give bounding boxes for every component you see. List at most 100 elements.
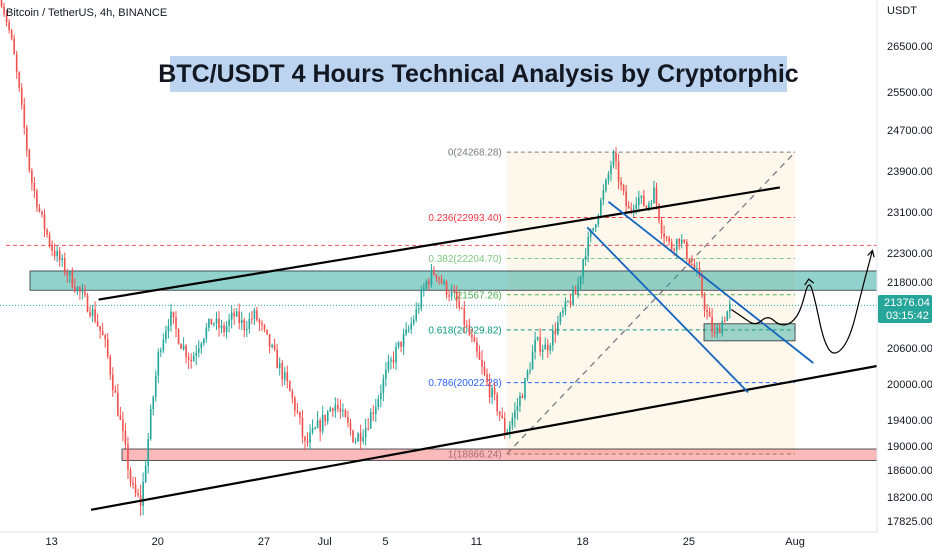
candle-body (402, 334, 405, 347)
candle-body (723, 320, 726, 322)
candle-body (650, 203, 653, 205)
candle-body (521, 395, 524, 399)
candle-body (455, 292, 458, 301)
candle-body (658, 204, 660, 221)
candle-body (101, 330, 104, 336)
candle-body (450, 291, 453, 297)
price-tick-label: 25500.00 (887, 87, 932, 99)
target-box (703, 323, 796, 342)
candle-body (99, 325, 101, 331)
candle-body (36, 190, 38, 208)
price-tick-label: 26500.00 (887, 41, 932, 53)
candle-body (8, 22, 10, 31)
candle-body (491, 388, 493, 398)
candle-body (693, 264, 696, 270)
candle-body (170, 311, 172, 326)
candle-body (347, 417, 349, 423)
current-price-background (878, 295, 932, 323)
candle-body (86, 295, 89, 312)
candle-body (716, 327, 719, 334)
candle-body (256, 310, 258, 321)
projection-arrowhead (804, 278, 815, 286)
candle-body (602, 190, 605, 200)
candle-body (567, 301, 569, 303)
candle-body (483, 366, 486, 375)
price-tick-label: 18200.00 (887, 492, 932, 504)
candle-body (205, 327, 208, 339)
candle-body (417, 308, 420, 310)
blue-channel-lower[interactable] (586, 226, 749, 394)
candle-body (407, 329, 410, 331)
candle-body (660, 220, 663, 234)
candle-body (281, 363, 284, 380)
candle-body (359, 433, 362, 442)
candle-body (71, 271, 74, 288)
candle-body (481, 359, 483, 367)
candle-body (405, 329, 407, 335)
candle-body (213, 323, 215, 325)
candle-body (89, 311, 91, 316)
candle-body (58, 251, 61, 261)
title-banner: BTC/USDT 4 Hours Technical Analysis by C… (158, 56, 799, 92)
candle-body (564, 301, 567, 311)
price-axis[interactable]: USDT 26500.00 25500.00 24700.00 23900.00 231… (876, 0, 932, 550)
candle-body (13, 38, 15, 55)
candle-body (76, 287, 79, 292)
candle-body (607, 174, 610, 180)
candle-body (33, 182, 36, 191)
upper-channel-line[interactable] (98, 186, 781, 301)
blue-channel-upper[interactable] (607, 201, 814, 364)
candle-body (445, 281, 448, 296)
candle-body (190, 359, 193, 362)
candle-body (243, 319, 246, 331)
candle-body (395, 346, 397, 363)
fib-level-label: 0(24268.28) (448, 148, 502, 159)
time-tick-label: 11 (471, 536, 482, 548)
candle-body (324, 414, 327, 422)
candle-body (397, 341, 400, 347)
candle-body (466, 324, 468, 326)
candle-body (276, 349, 278, 369)
candle-body (261, 323, 263, 326)
candle-body (104, 335, 107, 340)
candle-body (114, 390, 117, 393)
candle-body (306, 440, 309, 443)
candle-body (28, 149, 31, 171)
candle-body (248, 318, 251, 330)
candle-body (344, 410, 347, 417)
candle-body (541, 349, 544, 352)
candle-body (134, 484, 137, 494)
candle-body (258, 320, 261, 324)
price-tick-label: 19000.00 (887, 441, 932, 453)
candle-body (430, 269, 433, 285)
candle-body (180, 343, 182, 349)
candle-body (94, 309, 96, 322)
trendlines[interactable] (90, 186, 878, 511)
currency-label: USDT (887, 5, 917, 17)
candle-body (673, 249, 676, 251)
candle-body (498, 411, 501, 416)
candle-body (48, 234, 51, 245)
red-zone (121, 448, 878, 461)
candle-body (278, 363, 281, 369)
candle-body (420, 291, 423, 309)
candle-body (132, 482, 134, 485)
candle-body (111, 374, 114, 391)
fib-trend-line (506, 151, 796, 455)
time-axis[interactable]: 13 20 27 Jul 5 11 18 25 Aug (0, 531, 877, 548)
candle-body (238, 311, 241, 324)
candle-body (488, 381, 491, 398)
candle-body (294, 397, 296, 411)
candle-body (688, 258, 691, 265)
candle-body (645, 205, 648, 209)
candle-body (268, 334, 271, 347)
candle-body (640, 195, 643, 198)
candle-body (706, 310, 708, 313)
time-tick-label: 20 (152, 536, 164, 548)
candle-body (357, 433, 359, 442)
fib-retracement[interactable]: 0(24268.28) 0.236(22993.40) 0.382(22204.70… (428, 148, 796, 461)
candle-body (554, 330, 557, 335)
candle-body (605, 179, 607, 191)
candle-body (3, 6, 5, 15)
